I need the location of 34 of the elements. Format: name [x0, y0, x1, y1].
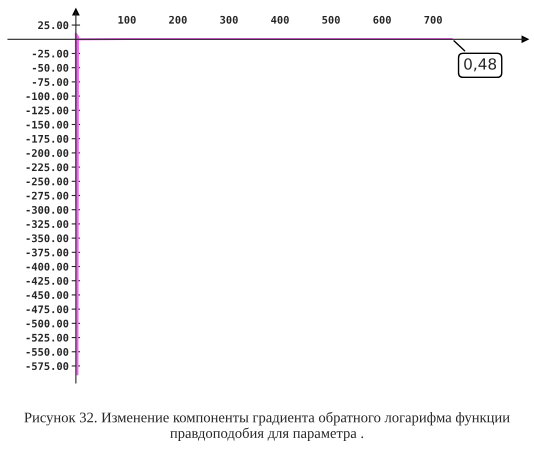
y-tick-label: -325.00 — [26, 220, 68, 228]
y-tick-label: -350.00 — [26, 234, 68, 242]
y-tick-label: -50.00 — [32, 64, 68, 72]
y-tick-label: -375.00 — [26, 248, 68, 256]
y-tick-label: -275.00 — [26, 192, 68, 200]
x-tick-label: 600 — [373, 16, 391, 24]
y-tick-label: -400.00 — [26, 262, 68, 271]
y-tick-label: -150.00 — [26, 120, 68, 129]
x-tick-label: 400 — [271, 16, 289, 24]
x-tick-label: 100 — [118, 16, 136, 24]
y-tick-label: -575.00 — [26, 362, 68, 370]
y-tick-label: -175.00 — [26, 134, 68, 143]
x-tick-label: 500 — [322, 16, 340, 24]
x-tick-label: 200 — [169, 16, 187, 24]
y-tick-label: -475.00 — [26, 305, 68, 314]
y-tick-label: -450.00 — [26, 291, 68, 300]
y-tick-label: -500.00 — [26, 320, 68, 328]
y-tick-label: -75.00 — [32, 78, 68, 86]
text: Рисунок 32. Изменение компоненты градиента обратного логарифма функции правдоподобия для параметра . — [24, 412, 510, 442]
y-tick-label: -225.00 — [26, 163, 68, 172]
y-tick-label: -250.00 — [26, 178, 68, 186]
y-tick-label: -25.00 — [32, 50, 68, 58]
y-tick-label: -425.00 — [26, 276, 68, 285]
y-tick-label: 25.00 — [38, 21, 68, 30]
y-tick-label: -525.00 — [26, 334, 68, 342]
line-series — [74, 32, 454, 376]
y-tick-label: -200.00 — [26, 149, 68, 158]
y-tick-label: -300.00 — [26, 206, 68, 214]
y-tick-label: -550.00 — [26, 348, 68, 356]
annotation: 0,48 — [464, 58, 496, 72]
y-tick-label: -125.00 — [26, 106, 68, 114]
y-tick-label: -100.00 — [26, 92, 68, 100]
x-tick-label: 300 — [220, 16, 238, 24]
x-tick-label: 700 — [424, 16, 442, 24]
